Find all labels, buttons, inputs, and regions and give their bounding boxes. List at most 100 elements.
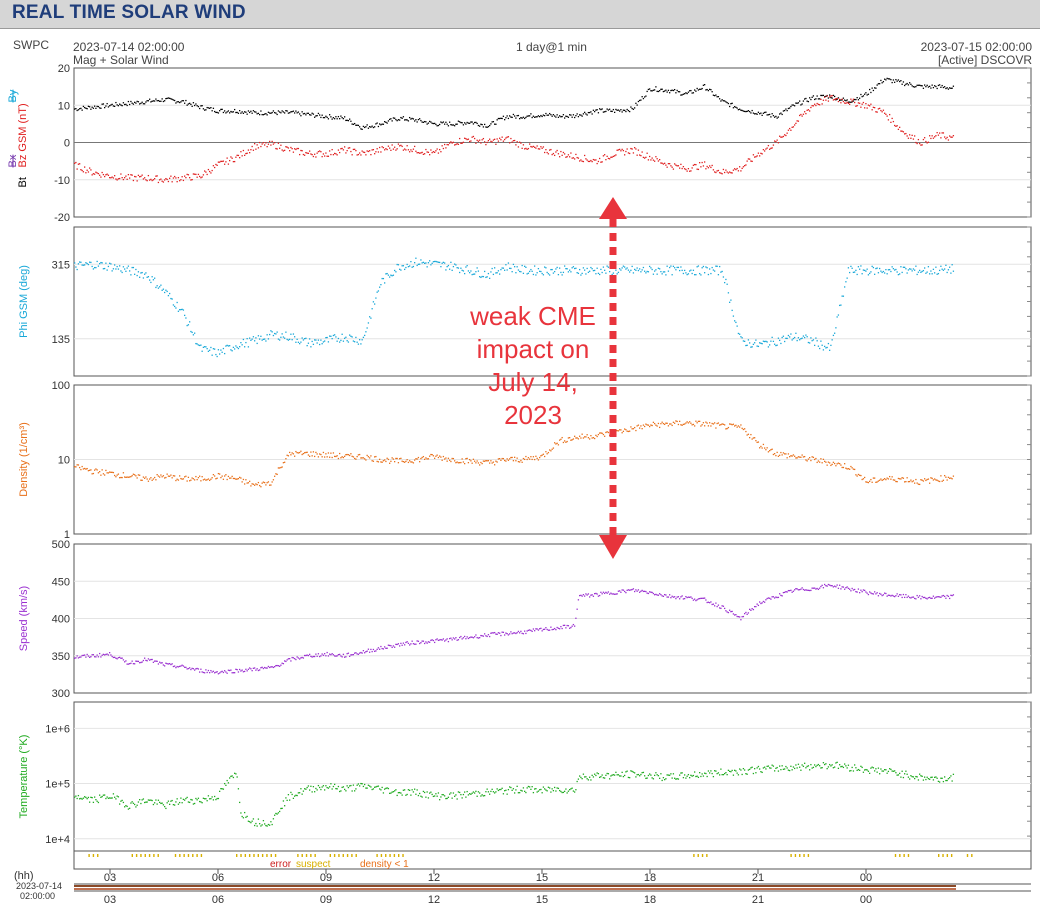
speed-point [741, 616, 743, 618]
phi-point [855, 269, 857, 272]
phi-point [524, 265, 526, 267]
mag-bt-point [116, 104, 118, 106]
mag-bt-point [667, 89, 670, 92]
mag-bt-point [276, 113, 278, 116]
temperature-point [165, 807, 167, 810]
flag-suspect-mark [135, 854, 138, 857]
density-point [915, 478, 917, 481]
mag-bt-point [557, 116, 560, 118]
phi-point [861, 273, 863, 275]
phi-point [270, 330, 272, 332]
mag-bt-point [107, 106, 110, 108]
temperature-point [840, 766, 842, 768]
mag-bz-point [736, 167, 738, 170]
phi-point [440, 265, 442, 268]
mag-bt-point [375, 123, 377, 125]
temperature-point [294, 795, 296, 797]
speed-point [805, 589, 807, 591]
density-point [916, 482, 918, 484]
phi-point [822, 349, 825, 351]
phi-point [166, 290, 168, 293]
mag-bz-point [439, 148, 441, 151]
mag-bt-point [332, 117, 335, 119]
phi-point [779, 339, 781, 342]
mag-bt-point [331, 118, 333, 120]
speed-point [651, 591, 653, 594]
mag-bz-point [251, 145, 253, 148]
phi-point [381, 277, 383, 280]
phi-point [155, 286, 157, 289]
temperature-point [201, 802, 203, 804]
speed-point [447, 640, 450, 643]
mag-bt-point [402, 116, 405, 118]
mag-bt-point [167, 97, 170, 99]
density-point [492, 461, 495, 463]
mag-bt-point [412, 118, 415, 120]
mag-bt-point [97, 105, 100, 108]
mag-bt-point [670, 89, 672, 92]
mag-bt-point [806, 100, 808, 102]
mag-bt-point [456, 123, 458, 125]
phi-point [660, 270, 662, 273]
mag-bz-point [681, 167, 683, 170]
mag-bz-point [99, 174, 101, 176]
mag-bt-point [205, 109, 207, 111]
phi-point [81, 264, 83, 266]
temperature-point [424, 791, 426, 794]
density-point [765, 449, 767, 451]
mag-bz-point [919, 142, 921, 145]
density-point [802, 456, 805, 458]
density-point [785, 453, 787, 455]
density-point [922, 480, 925, 482]
mag-bz-point [75, 161, 77, 164]
mag-bz-point [876, 111, 878, 113]
speed-point [509, 633, 511, 635]
mag-bz-point [440, 151, 442, 153]
mag-bz-point [316, 152, 318, 154]
mag-bt-point [367, 127, 370, 129]
phi-point [927, 266, 930, 268]
speed-point [820, 585, 822, 588]
phi-point [239, 346, 241, 348]
phi-point [802, 335, 805, 337]
mag-bz-point [167, 180, 170, 183]
phi-point [321, 343, 323, 345]
mag-bz-point [182, 179, 185, 182]
speed-point [661, 595, 663, 597]
temperature-point [364, 783, 366, 786]
speed-point [722, 605, 725, 607]
temperature-point [90, 796, 92, 798]
mag-bz-point [170, 175, 172, 177]
mag-bt-point [699, 88, 701, 90]
flag-suspect-mark [244, 854, 247, 857]
mag-bt-point [894, 81, 896, 83]
phi-point [249, 337, 251, 339]
temperature-point [814, 764, 816, 766]
density-point [701, 424, 703, 426]
mag-bt-point [459, 121, 461, 123]
mag-bt-point [159, 100, 161, 102]
mag-bz-point [587, 160, 590, 163]
speed-point [506, 633, 508, 635]
mag-bt-point [441, 122, 443, 124]
phi-point [942, 269, 945, 271]
phi-point [454, 263, 456, 265]
temperature-point [530, 788, 532, 790]
phi-point [236, 346, 238, 349]
phi-point [305, 337, 307, 339]
temperature-point [339, 790, 341, 793]
density-point [909, 480, 911, 483]
mag-bz-point [700, 166, 702, 168]
mag-bz-point [596, 162, 598, 165]
temperature-point [451, 797, 453, 799]
mag-bz-point [135, 176, 137, 178]
phi-point [901, 271, 903, 274]
density-point [487, 460, 490, 462]
density-point [406, 459, 408, 461]
density-point [494, 464, 496, 466]
speed-point [940, 596, 942, 598]
mag-bz-point [369, 150, 371, 152]
speed-point [245, 668, 247, 670]
cme-annotation-text: July 14, [488, 367, 578, 397]
phi-point [294, 336, 296, 338]
